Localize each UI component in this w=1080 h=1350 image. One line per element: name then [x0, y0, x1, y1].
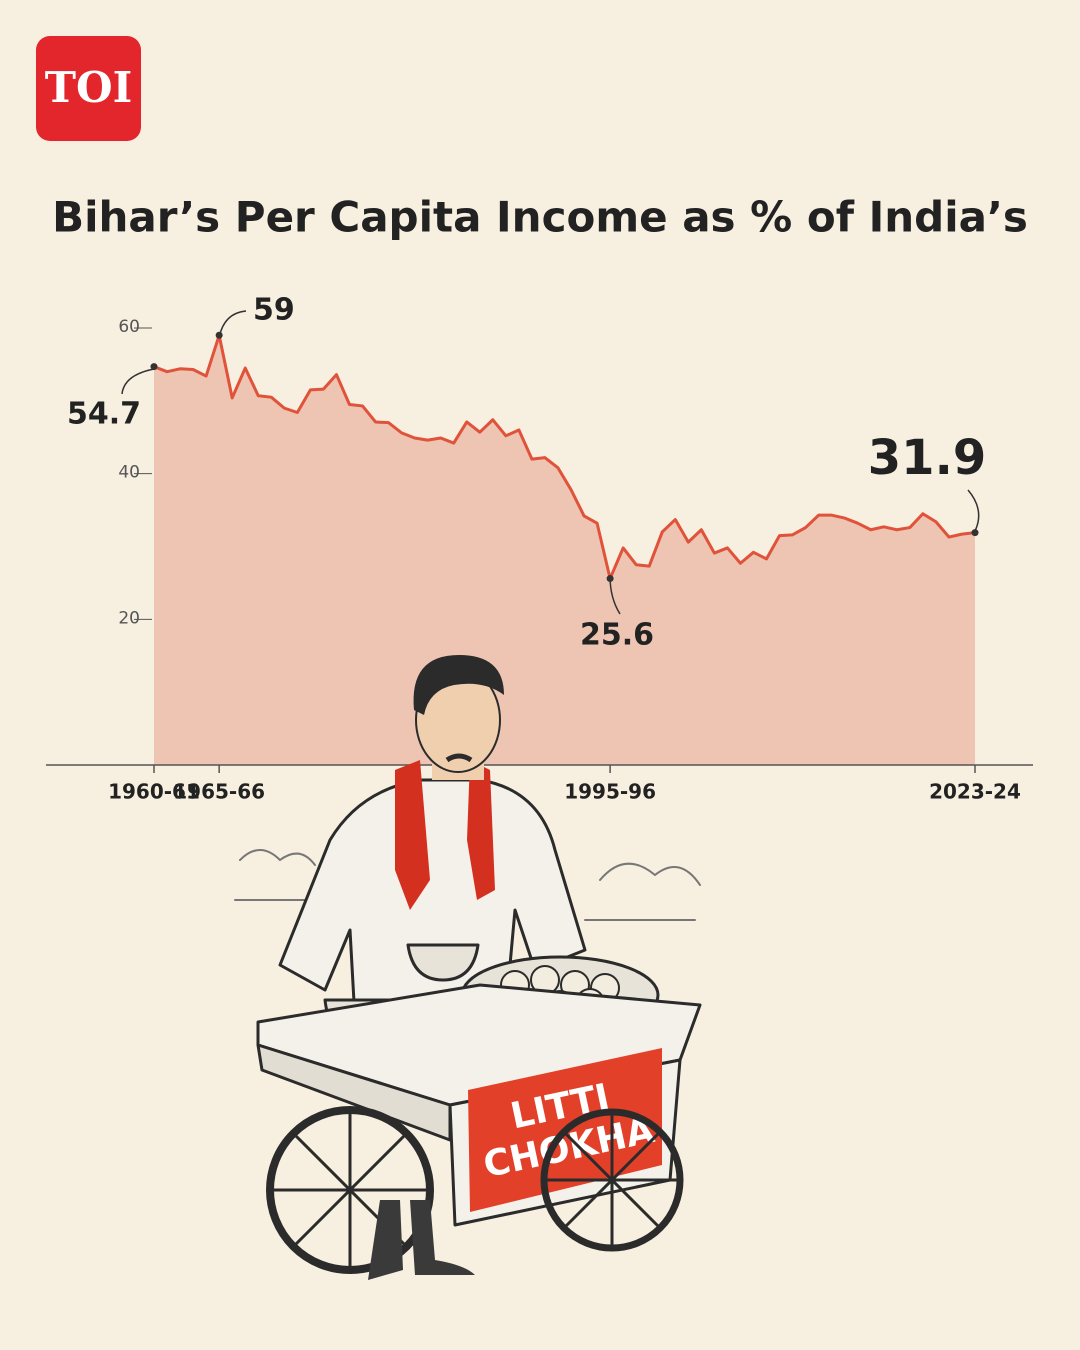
data-label: 31.9 — [868, 430, 986, 486]
data-label: 54.7 — [67, 397, 141, 432]
illustration: LITTI CHOKHA — [234, 655, 702, 1280]
bowl — [406, 943, 480, 982]
callout — [967, 489, 980, 532]
data-label: 59 — [253, 293, 295, 328]
logo-badge — [36, 36, 141, 141]
y-tick-label: 60 — [118, 317, 140, 337]
point — [971, 529, 979, 537]
shirt — [278, 778, 587, 1022]
bush — [584, 862, 701, 921]
wheel — [266, 1106, 684, 1274]
data-label: 25.6 — [580, 618, 654, 653]
area — [154, 335, 975, 765]
callout — [121, 368, 155, 395]
x-tick-label: 1995-96 — [564, 780, 656, 804]
x-tick-label: 1960-61 — [108, 780, 200, 804]
y-tick-label: 40 — [118, 463, 140, 483]
scarf — [395, 760, 495, 910]
hair — [413, 655, 504, 715]
legs — [368, 1200, 475, 1280]
x-tick-label: 1965-66 — [173, 780, 265, 804]
line — [153, 333, 976, 581]
logo: TOI — [45, 63, 133, 112]
chart-title: Bihar’s Per Capita Income as % of India’… — [52, 193, 1028, 242]
x-tick-label: 2023-24 — [929, 780, 1021, 804]
point — [150, 363, 158, 371]
point — [606, 575, 614, 583]
point — [215, 331, 223, 339]
moustache — [445, 753, 473, 763]
y-tick-label: 20 — [118, 608, 140, 628]
callout — [218, 310, 247, 339]
